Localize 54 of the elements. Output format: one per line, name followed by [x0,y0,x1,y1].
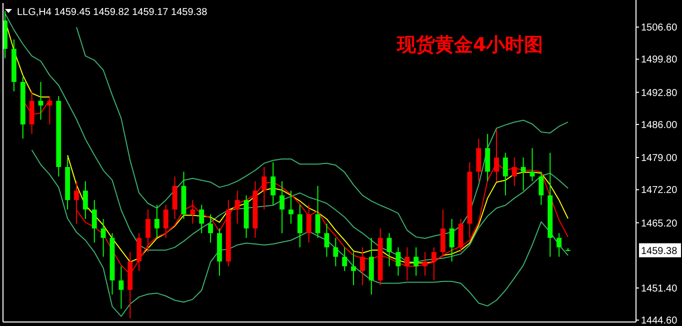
y-tick-label: 1486.00 [641,120,678,131]
candlestick [270,162,276,206]
y-tick-label: 1492.80 [641,88,678,99]
candlestick [520,157,526,192]
candlestick [146,209,150,253]
candlestick [288,190,294,224]
candlestick [440,209,446,258]
candlestick [342,246,348,272]
candlestick [280,180,284,234]
candlestick [82,180,88,220]
candlestick [556,232,562,258]
candlestick [538,171,544,206]
candlestick [502,152,508,196]
candlestick [449,218,454,262]
candlestick [199,204,204,234]
candlestick [208,214,213,244]
y-tick-label: 1465.20 [641,218,678,230]
candlestick [74,180,79,224]
chart-subtitle: LLG,H4 1459.45 1459.82 1459.17 1459.38 [17,7,208,18]
candlestick [315,185,320,238]
candlestick [530,148,535,182]
candlestick [324,223,330,258]
candlestick [494,128,499,182]
candlestick [154,204,160,238]
line-series [31,149,568,317]
candlestick [386,232,392,267]
candlestick [396,246,401,276]
y-tick-label: 1499.80 [641,54,678,66]
candlestick [512,157,517,186]
candlestick [190,200,196,224]
y-tick-label: 1506.60 [641,22,678,34]
candlestick [351,252,356,286]
candlestick [163,204,168,238]
y-tick-label: 1451.40 [641,283,678,294]
candlestick [172,176,178,220]
y-tick-label: 1472.20 [641,185,678,196]
y-tick-label: 1479.00 [641,153,678,164]
candlestick [92,200,97,244]
candlestick [100,218,106,258]
candlestick [333,237,338,267]
candlestick [368,237,374,296]
candlestick [118,266,124,310]
candlestick [485,133,490,182]
text: 1459.38 [641,246,678,257]
candlestick [414,246,419,276]
y-tick-label: 1444.60 [641,316,678,326]
candlestick [234,190,240,224]
candlestick [262,166,267,210]
candlestick [306,204,312,244]
text: 现货黄金4小时图 [396,34,544,56]
candlestick [458,218,464,253]
candlestick [136,232,142,272]
candlestick [297,204,302,248]
candlestick [476,138,482,182]
